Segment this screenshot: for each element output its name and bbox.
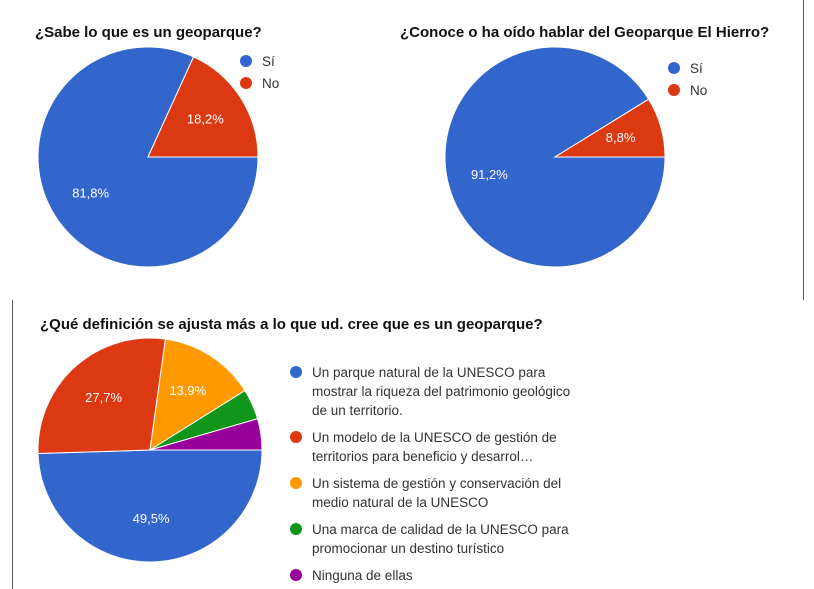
legend-label: No [690,83,708,98]
pie-slice [149,418,263,451]
data-label: 49,5% [133,511,170,526]
legend-label: Una marca de calidad de la UNESCO para p… [312,522,569,556]
legend-label: Ninguna de ellas [312,568,413,583]
legend-entry: No [240,74,340,93]
data-label: 91,2% [471,167,508,182]
pie-slice [553,98,666,158]
legend-swatch [668,62,680,74]
legend-entry: Una marca de calidad de la UNESCO para p… [290,520,580,558]
legend-entry: Un sistema de gestión y conservación del… [290,474,580,512]
pie-slice [147,56,259,158]
chart-title: ¿Sabe lo que es un geoparque? [35,24,262,41]
legend-label: Sí [690,61,703,76]
data-label: 27,7% [85,390,122,405]
chart-title: ¿Qué definición se ajusta más a lo que u… [40,316,543,333]
legend-swatch [668,84,680,96]
legend-swatch [290,477,302,489]
legend-swatch [290,569,302,581]
data-label: 13,9% [169,383,206,398]
data-label: 18,2% [187,112,224,127]
legend-swatch [240,55,252,67]
legend-entry: Un parque natural de la UNESCO para most… [290,363,580,420]
legend-swatch [240,77,252,89]
legend-entry: Un modelo de la UNESCO de gestión de ter… [290,428,580,466]
legend-swatch [290,431,302,443]
legend-label: Sí [262,54,275,69]
pie-slice [149,338,246,451]
legend-swatch [290,523,302,535]
legend-entry: Sí [240,52,340,71]
legend-entry: No [668,81,768,100]
legend-entry: Sí [668,59,768,78]
data-label: 8,8% [606,130,636,145]
legend-swatch [290,366,302,378]
data-label: 81,8% [72,185,109,200]
legend-label: Un parque natural de la UNESCO para most… [312,365,571,418]
legend-label: Un sistema de gestión y conservación del… [312,476,562,510]
frame-line [12,300,13,589]
legend-label: Un modelo de la UNESCO de gestión de ter… [312,430,557,464]
chart-title: ¿Conoce o ha oído hablar del Geoparque E… [400,24,770,41]
frame-line [803,0,804,300]
pie-slice [37,337,166,455]
pie-slice [37,449,263,563]
legend-entry: Ninguna de ellas [290,566,580,585]
legend-label: No [262,76,280,91]
